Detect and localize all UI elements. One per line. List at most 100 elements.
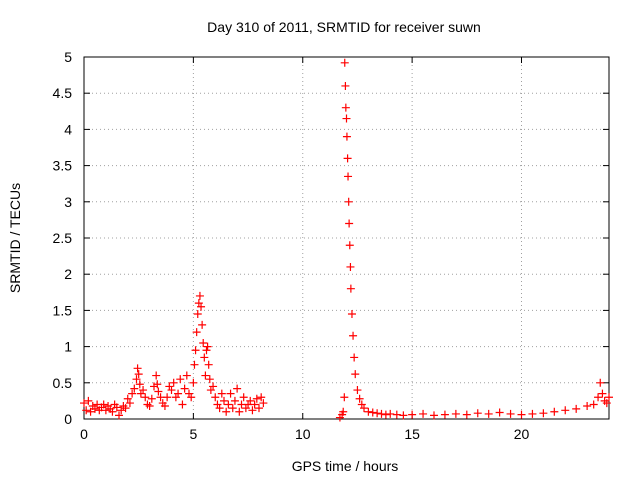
data-point [451,409,460,418]
data-point [228,404,237,413]
data-point [117,406,126,415]
data-point [171,393,180,402]
y-tick-label: 1.5 [53,302,73,318]
gridlines [84,57,609,419]
data-point [203,342,212,351]
data-point [252,394,261,403]
data-point [255,404,263,413]
x-tick-label: 5 [189,426,197,442]
x-tick-label: 0 [80,426,88,442]
data-point [209,382,218,391]
y-tick-label: 3 [64,194,72,210]
data-point [241,404,250,413]
data-point [347,310,356,319]
data-point [230,396,239,405]
y-tick-label: 0.5 [53,375,73,391]
data-point [154,387,163,396]
data-point [342,132,351,141]
data-point [112,403,121,412]
data-point [349,331,358,340]
data-point [90,404,99,413]
data-point [189,378,198,387]
y-tick-label: 2.5 [53,230,73,246]
data-point [145,401,154,410]
data-point [211,393,220,402]
data-point [484,409,493,418]
data-point [86,407,95,416]
data-point [199,338,208,347]
data-point [257,393,266,402]
data-point [215,404,224,413]
x-tick-label: 15 [404,426,420,442]
y-tick-label: 5 [64,49,72,65]
data-point [182,371,191,380]
data-point [250,400,259,409]
data-point [152,371,161,380]
data-point [360,404,368,413]
y-tick-label: 2 [64,266,72,282]
data-point [165,382,174,391]
data-point [561,406,570,415]
data-point [132,375,141,384]
data-point [353,386,362,395]
data-point [198,320,207,329]
data-point [517,410,526,419]
data-point [197,302,206,311]
data-point [386,409,395,418]
x-tick-label: 10 [295,426,311,442]
data-point [539,409,548,418]
data-point [200,353,209,362]
data-point [167,386,176,395]
data-point [80,399,88,408]
data-point [572,404,581,413]
data-point [121,404,130,413]
data-point [226,389,235,398]
data-point [343,154,352,163]
x-tick-labels: 0 5 10 15 20 [80,426,529,442]
data-point [139,386,148,395]
data-point [340,58,349,67]
data-point [192,328,201,337]
data-point [185,389,193,398]
data-point [345,219,354,228]
data-point [368,408,377,417]
data-point [246,396,255,405]
data-point [206,386,215,395]
data-point [583,401,592,410]
data-point [392,410,401,419]
y-tick-labels: 0 0.5 1 1.5 2 2.5 3 3.5 4 4.5 5 [53,49,73,427]
data-point [190,360,199,369]
data-point [233,384,242,393]
data-point [408,410,417,419]
axis-ticks [83,56,609,420]
data-point [473,409,482,418]
data-point [462,410,471,419]
data-point [550,407,559,416]
data-point [135,380,144,389]
data-point [101,406,110,415]
data-point [355,394,364,403]
data-point [357,400,366,409]
y-tick-label: 1 [64,339,72,355]
plot-area-border [83,56,610,420]
data-point [248,406,257,415]
data-point [84,396,93,405]
data-point [99,400,108,409]
data-point [176,375,185,384]
data-point [178,400,187,409]
data-point [346,284,355,293]
data-point [153,380,162,389]
data-point [602,399,611,408]
data-point [381,410,390,419]
y-tick-label: 4 [64,121,72,137]
data-point [340,393,349,402]
data-point [344,197,353,206]
data-point [344,172,353,181]
data-point [134,370,143,379]
data-point [202,346,211,355]
data-point [528,409,537,418]
data-point [339,407,348,416]
data-point [133,364,142,373]
data-point [341,81,350,90]
